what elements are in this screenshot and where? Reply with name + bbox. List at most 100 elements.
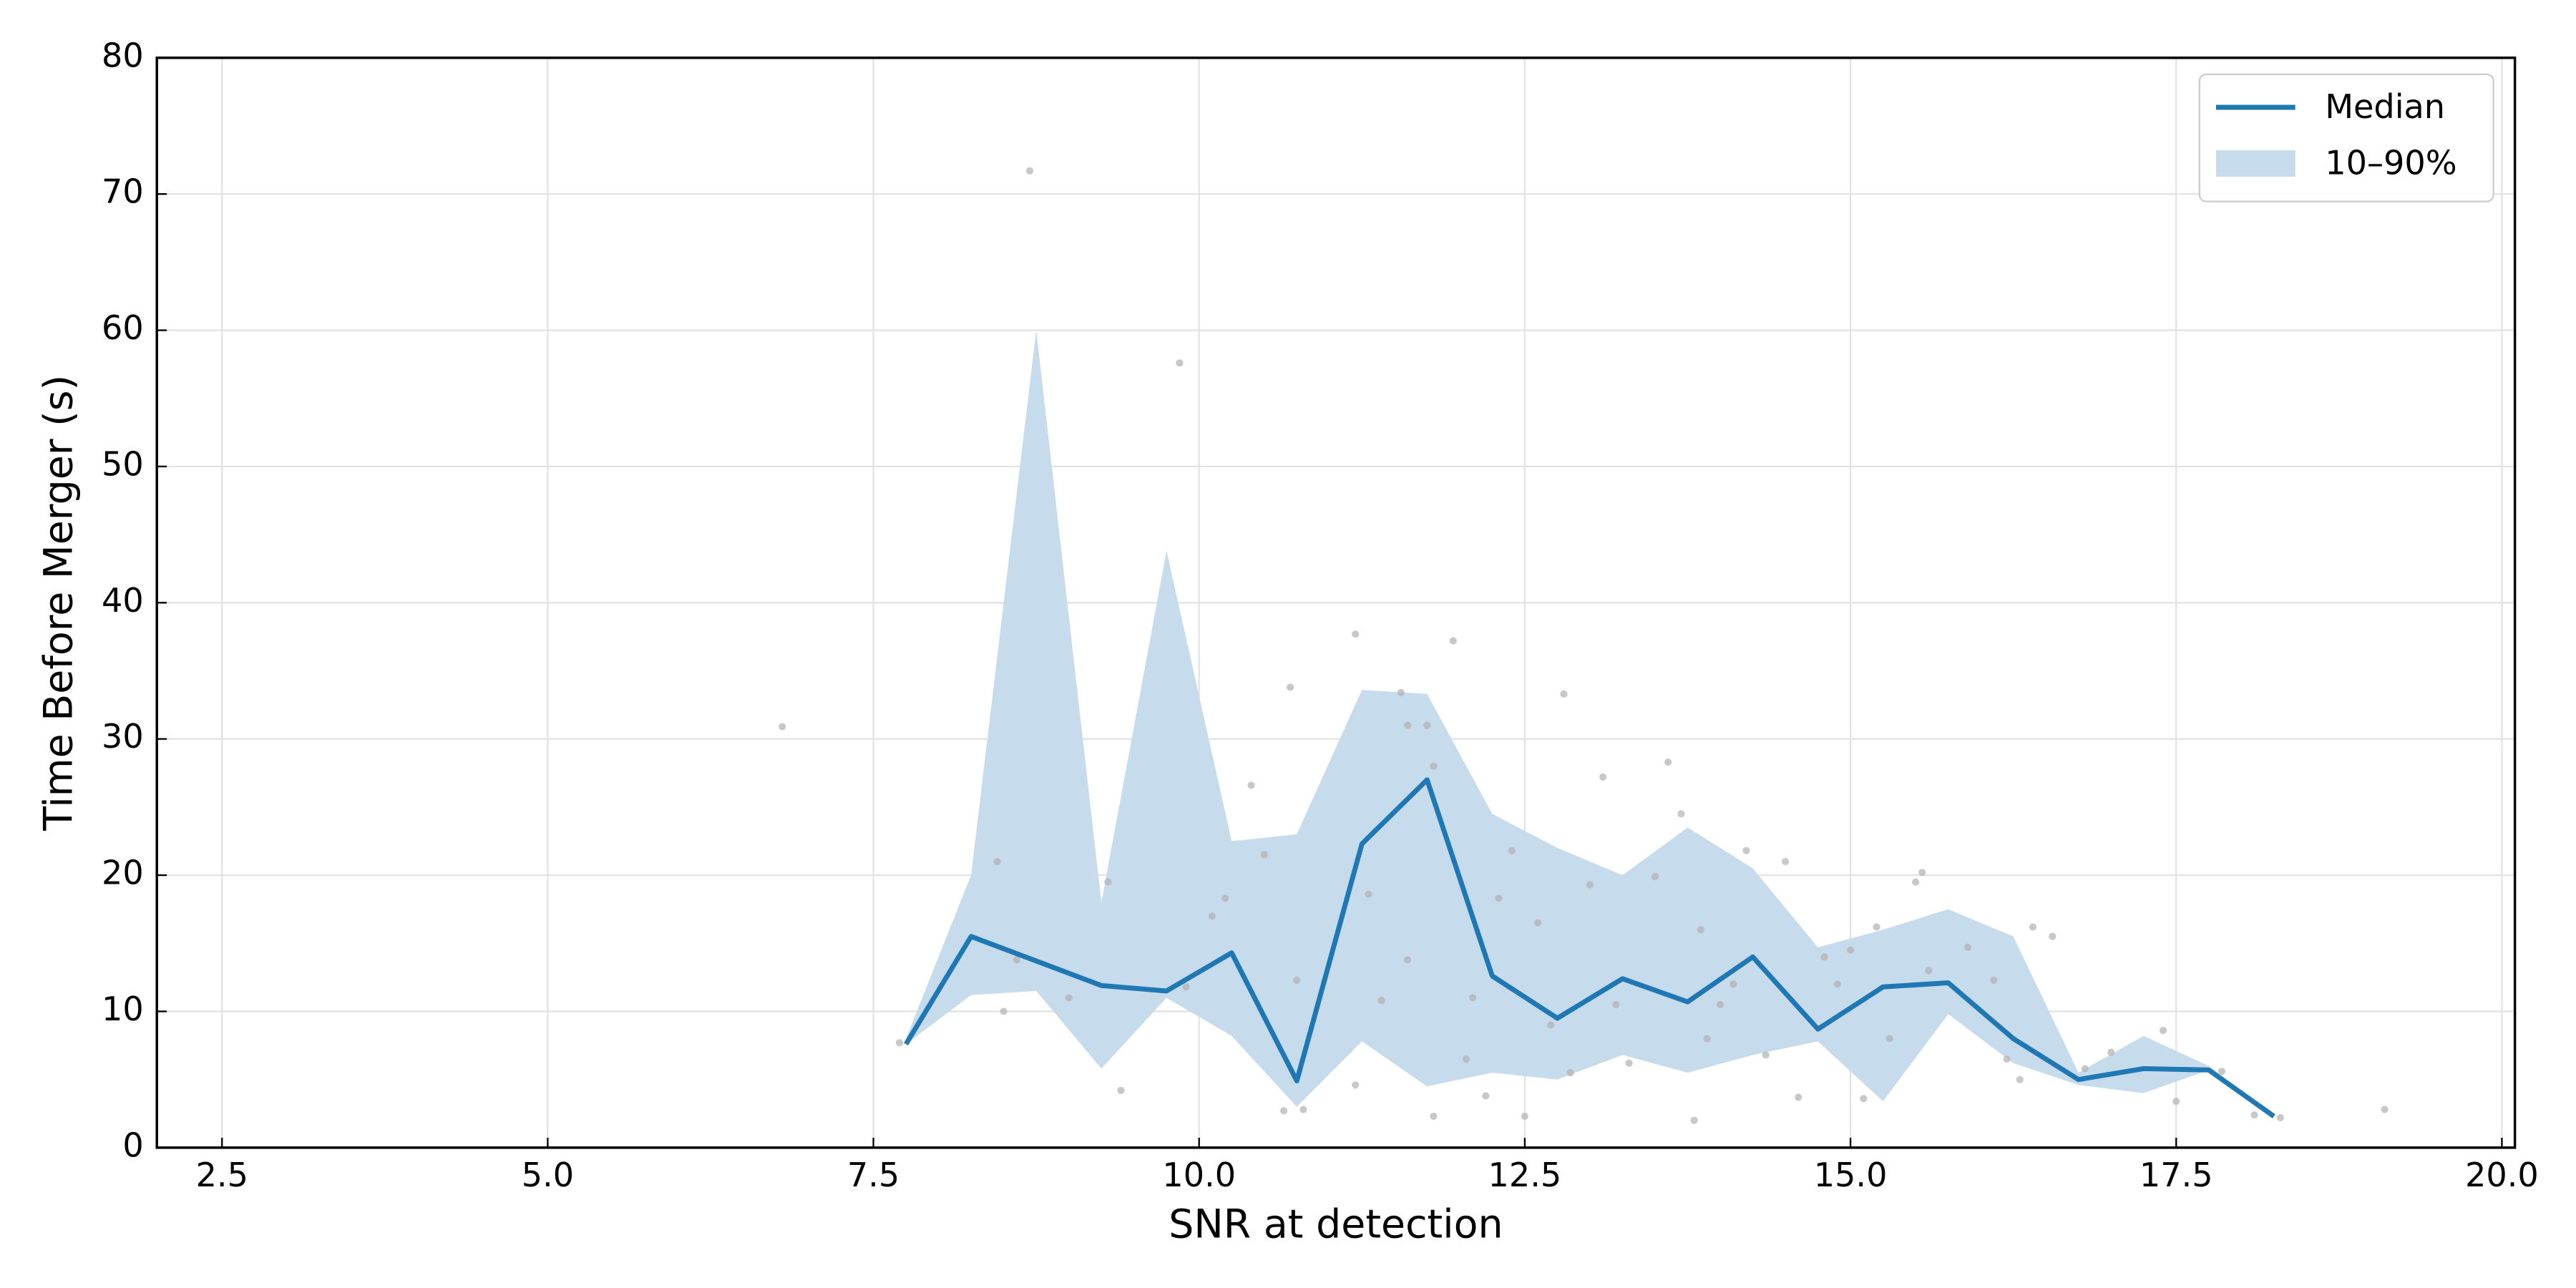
scatter-point [1293,976,1301,984]
scatter-point [1365,890,1372,898]
scatter-point [1560,690,1568,698]
scatter-point [1833,980,1841,988]
scatter-point [1847,946,1855,954]
scatter-point [1729,980,1737,988]
scatter-point [1795,1093,1802,1101]
scatter-point [1025,167,1034,175]
legend-patch [2215,150,2296,177]
scatter-point [1176,359,1184,367]
scatter-point [2381,1106,2389,1113]
scatter-point [1885,1035,1893,1043]
scatter-point [1287,683,1294,691]
scatter-point [1104,878,1112,886]
x-tick-label: 12.5 [1488,1156,1562,1194]
scatter-point [1430,762,1438,770]
scatter-point [1690,1116,1698,1124]
x-axis-label: SNR at detection [1169,1202,1503,1248]
scatter-point [1377,997,1385,1005]
scatter-point [1534,919,1542,927]
scatter-point [1065,994,1073,1002]
x-tick-label: 5.0 [522,1156,574,1194]
scatter-point [1013,956,1020,964]
scatter-point [1703,1035,1711,1043]
x-tick-label: 7.5 [847,1156,899,1194]
y-tick-label: 0 [122,1126,143,1164]
scatter-point [1221,894,1229,902]
scatter-point [2003,1055,2011,1063]
scatter-point [1117,1086,1125,1094]
scatter-point [1716,1000,1724,1009]
scatter-point [2218,1068,2226,1075]
scatter-point [1762,1051,1770,1059]
scatter-point [1182,983,1190,991]
scatter-point [1397,688,1405,697]
scatter-point [1677,810,1685,818]
scatter-point [1521,1112,1528,1121]
scatter-point [1860,1095,1868,1103]
scatter-point [2159,1027,2167,1035]
scatter-point [1000,1008,1008,1015]
y-tick-label: 80 [102,36,144,74]
y-tick-label: 50 [102,444,144,483]
scatter-point [1403,956,1412,964]
scatter-point [1352,630,1360,638]
x-tick-label: 2.5 [196,1156,248,1194]
scatter-point [1403,721,1412,729]
scatter-point [1990,976,1998,984]
scatter-point [1247,781,1255,789]
scatter-point [1547,1021,1555,1029]
scatter-point [779,723,786,731]
scatter-point [1208,912,1216,920]
scatter-point [2029,923,2037,931]
scatter-point [2107,1048,2115,1056]
y-axis-label: Time Before Merger (s) [36,375,82,831]
y-tick-label: 60 [102,308,144,347]
scatter-point [895,1039,904,1047]
x-tick-label: 17.5 [2140,1156,2213,1194]
x-tick-label: 10.0 [1162,1156,1236,1194]
scatter-point [1963,943,1972,952]
scatter-point [1820,953,1828,961]
scatter-point [1781,857,1790,866]
scatter-point [1260,851,1268,859]
band [906,330,2274,1117]
scatter-point [1495,894,1503,902]
x-tick-label: 15.0 [1814,1156,1888,1194]
legend-label: Median [2325,87,2445,126]
scatter-point [1469,994,1477,1002]
scatter-point [1586,881,1594,889]
scatter-point [2016,1075,2024,1083]
scatter-point [1925,967,1933,975]
median-line [904,777,2275,1118]
x-tick-label: 20.0 [2465,1156,2539,1194]
scatter-point [1430,1112,1438,1121]
scatter-point [1612,1000,1620,1009]
scatter-point [2081,1065,2089,1073]
scatter-point [1508,847,1516,854]
scatter-point [1742,847,1750,854]
scatter-point [1599,773,1607,781]
scatter-point [1625,1059,1633,1067]
scatter-point [1299,1106,1307,1113]
scatter-point [1462,1055,1470,1063]
scatter-point [2049,932,2057,940]
plot-frame [155,57,2517,1149]
scatter-point [2250,1111,2258,1119]
y-tick-label: 70 [102,172,144,211]
y-tick-label: 30 [102,717,144,756]
scatter-point [993,857,1001,866]
scatter-point [1697,926,1704,934]
scatter-point [1664,758,1672,766]
scatter-point [1651,872,1659,881]
scatter-point [1918,869,1926,877]
scatter-point [1449,637,1457,645]
scatter-point [1423,721,1431,729]
scatter-point [2276,1113,2284,1122]
scatter-point [1482,1092,1490,1100]
legend-label: 10–90% [2325,143,2457,182]
scatter-point [2172,1098,2180,1106]
y-tick-label: 40 [102,581,144,620]
y-tick-label: 20 [102,854,144,892]
